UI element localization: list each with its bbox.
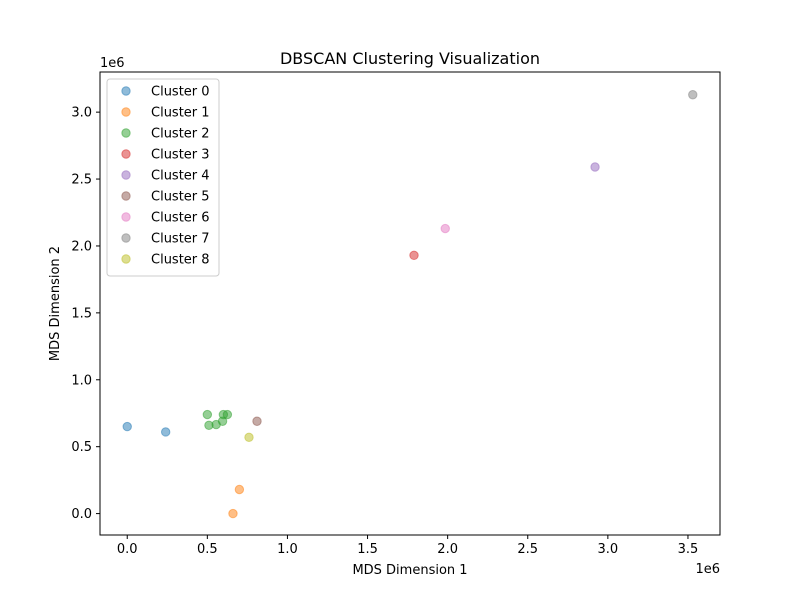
legend-marker <box>121 212 131 222</box>
legend-marker <box>121 86 131 96</box>
y-axis: 0.0 0.5 1.0 1.5 2.0 2.5 3.0 <box>71 106 100 522</box>
data-point <box>409 250 419 261</box>
data-point <box>217 416 228 426</box>
chart-title: DBSCAN Clustering Visualization <box>280 49 540 68</box>
legend-item: Cluster 3 <box>121 148 210 163</box>
data-point <box>252 416 262 426</box>
series-1 <box>228 484 245 519</box>
data-point <box>244 432 254 443</box>
legend-marker <box>121 107 131 117</box>
x-axis-title: MDS Dimension 1 <box>352 563 467 578</box>
data-point <box>440 223 450 234</box>
legend: Cluster 0 Cluster 1 Cluster 2 Cluster 3 Clus… <box>106 78 220 277</box>
legend-label: Cluster 4 <box>151 169 210 184</box>
y-axis-title: MDS Dimension 2 <box>48 246 63 361</box>
legend-label: Cluster 1 <box>151 106 210 121</box>
x-tick-label: 1.0 <box>277 542 298 557</box>
x-tick-label: 2.5 <box>517 542 538 557</box>
legend-marker <box>121 170 131 180</box>
legend-item: Cluster 4 <box>121 169 210 184</box>
data-point <box>234 484 245 495</box>
legend-item: Cluster 7 <box>121 232 210 247</box>
plot-area <box>122 90 698 519</box>
data-point <box>688 90 698 100</box>
data-point <box>122 421 132 432</box>
series-0 <box>122 421 171 437</box>
legend-marker <box>121 191 131 201</box>
legend-marker <box>121 128 131 138</box>
legend-marker <box>121 233 131 243</box>
legend-label: Cluster 7 <box>151 232 210 247</box>
data-point <box>202 409 213 420</box>
legend-label: Cluster 3 <box>151 148 210 163</box>
y-tick-label: 1.0 <box>71 373 92 388</box>
legend-item: Cluster 5 <box>121 190 210 205</box>
legend-item: Cluster 2 <box>121 127 210 142</box>
x-tick-label: 0.5 <box>197 542 218 557</box>
legend-label: Cluster 6 <box>151 211 210 226</box>
x-offset-label: 1e6 <box>695 562 720 577</box>
series-6 <box>440 223 450 234</box>
x-tick-label: 3.0 <box>598 542 619 557</box>
legend-box <box>106 78 220 277</box>
legend-item: Cluster 1 <box>121 106 210 121</box>
x-axis: 0.0 0.5 1.0 1.5 2.0 2.5 3.0 3.5 <box>117 535 698 557</box>
y-tick-label: 0.5 <box>71 440 92 455</box>
x-tick-label: 3.5 <box>678 542 699 557</box>
legend-item: Cluster 6 <box>121 211 210 226</box>
series-3 <box>409 250 419 261</box>
x-tick-label: 1.5 <box>357 542 378 557</box>
series-7 <box>688 90 698 100</box>
legend-marker <box>121 254 131 264</box>
y-tick-label: 0.0 <box>71 507 92 522</box>
series-4 <box>590 162 600 172</box>
y-tick-label: 1.5 <box>71 306 92 321</box>
series-8 <box>244 432 254 443</box>
legend-label: Cluster 0 <box>151 85 210 100</box>
data-point <box>228 508 238 519</box>
y-offset-label: 1e6 <box>100 56 125 71</box>
legend-label: Cluster 2 <box>151 127 210 142</box>
data-point <box>222 409 233 420</box>
legend-item: Cluster 8 <box>121 253 210 268</box>
legend-label: Cluster 5 <box>151 190 210 205</box>
axes-frame <box>99 71 721 536</box>
data-point <box>160 427 171 437</box>
legend-marker <box>121 149 131 159</box>
data-point <box>590 162 600 172</box>
y-tick-label: 3.0 <box>71 106 92 121</box>
y-tick-label: 2.5 <box>71 173 92 188</box>
legend-item: Cluster 0 <box>121 85 210 100</box>
x-tick-label: 0.0 <box>117 542 138 557</box>
x-tick-label: 2.0 <box>437 542 458 557</box>
y-tick-label: 2.0 <box>71 239 92 254</box>
legend-label: Cluster 8 <box>151 253 210 268</box>
series-5 <box>252 416 262 426</box>
series-2 <box>202 409 233 430</box>
